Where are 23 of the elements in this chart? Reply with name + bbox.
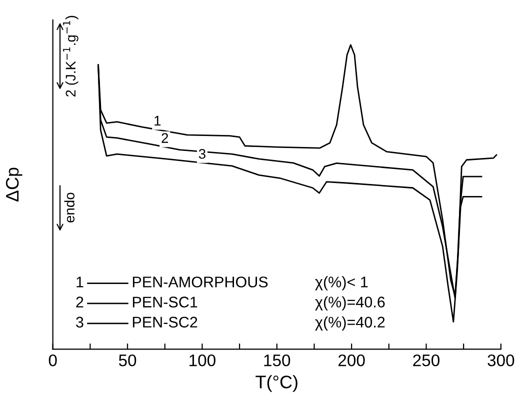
legend-label: PEN-SC2 [132, 316, 198, 328]
x-tick-label: 150 [264, 354, 290, 366]
annotation: χ(%)=40.2 [315, 316, 385, 331]
legend-label: PEN-AMORPHOUS [132, 276, 268, 288]
text: 3 [76, 316, 84, 328]
annotation: χ(%)< 1 [315, 276, 368, 290]
annotation: χ(%)=40.6 [315, 296, 385, 311]
x-tick-label: 250 [413, 354, 440, 366]
annotation: 1 [154, 116, 161, 126]
annotation: 2 (J.K$^{−1}$.g$^{−1}$) [63, 16, 78, 97]
x-tick-label: 300 [488, 354, 514, 366]
annotation: endo [64, 192, 74, 222]
text: 2 [76, 296, 84, 308]
y-axis-title: ΔCp [6, 168, 22, 202]
x-tick-label: 0 [48, 354, 57, 366]
x-axis-title: T(°C) [256, 375, 298, 392]
text: 1 [76, 276, 84, 288]
x-tick-label: 100 [190, 354, 216, 366]
annotation: 3 [198, 148, 206, 159]
x-tick-label: 200 [338, 354, 365, 366]
x-tick-label: 50 [118, 354, 136, 366]
annotation: 2 [162, 133, 168, 143]
legend-label: PEN-SC1 [132, 296, 198, 308]
